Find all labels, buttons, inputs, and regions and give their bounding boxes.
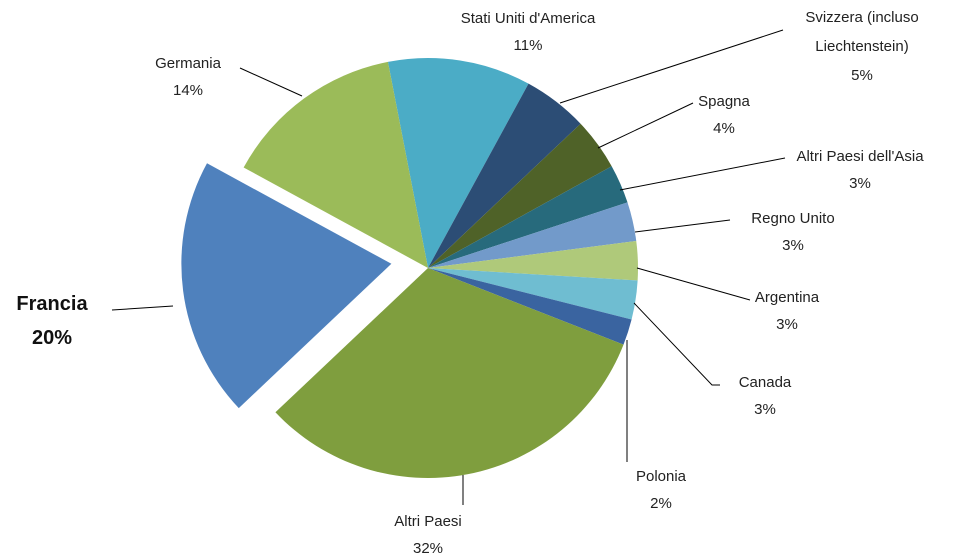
slice-name: Svizzera (incluso Liechtenstein) <box>805 9 919 55</box>
leader-line <box>559 29 784 104</box>
leader-line <box>619 157 786 191</box>
pie-slice <box>428 240 638 281</box>
slice-value: 11% <box>513 37 543 54</box>
slice-value: 20% <box>31 327 73 349</box>
data-label: Argentina 3% <box>755 284 819 338</box>
slice-name: Argentina <box>754 289 820 306</box>
data-label: Canada 3% <box>739 369 792 423</box>
data-label: Germania 14% <box>155 50 221 104</box>
slice-name: Canada <box>738 374 792 391</box>
pie-slice <box>428 268 638 320</box>
pie-slice <box>428 123 612 268</box>
slice-value: 14% <box>172 82 204 99</box>
pie-slice <box>243 61 428 268</box>
slice-value: 4% <box>713 120 735 137</box>
slice-name: Altri Paesi dell'Asia <box>796 148 924 165</box>
slice-name: Altri Paesi <box>394 513 462 530</box>
leader-line <box>111 305 174 311</box>
slice-name: Francia <box>16 293 88 315</box>
slice-value: 3% <box>776 316 798 333</box>
slice-value: 5% <box>851 67 873 84</box>
slice-name: Polonia <box>635 468 687 485</box>
data-label: Altri Paesi 32% <box>394 508 462 554</box>
slice-value: 2% <box>650 495 672 512</box>
slice-name: Germania <box>155 55 221 72</box>
data-label: Svizzera (incluso Liechtenstein) 5% <box>777 3 947 90</box>
slice-value: 32% <box>412 540 444 554</box>
slice-name: Regno Unito <box>751 210 835 227</box>
leader-line <box>634 219 731 233</box>
data-label: Regno Unito 3% <box>751 205 834 259</box>
data-label: Polonia 2% <box>636 463 686 517</box>
leader-line <box>636 267 751 301</box>
leader-line <box>239 67 303 97</box>
leader-line <box>633 302 720 386</box>
pie-slice <box>387 58 529 269</box>
slice-name: Stati Uniti d'America <box>460 10 596 27</box>
pie-slice <box>428 83 581 269</box>
slice-value: 3% <box>849 175 871 192</box>
pie-slice <box>275 268 624 479</box>
data-label: Altri Paesi dell'Asia 3% <box>796 143 923 197</box>
data-label: Francia 20% <box>16 287 87 355</box>
pie-slice <box>428 202 637 268</box>
slice-value: 3% <box>782 237 804 254</box>
pie-slice <box>428 268 632 345</box>
slice-value: 3% <box>754 401 776 418</box>
data-label: Stati Uniti d'America 11% <box>461 5 596 59</box>
pie-slice <box>181 163 392 409</box>
slice-name: Spagna <box>698 93 750 110</box>
leader-line <box>597 102 694 149</box>
pie-slice <box>428 166 628 268</box>
data-label: Spagna 4% <box>698 88 750 142</box>
